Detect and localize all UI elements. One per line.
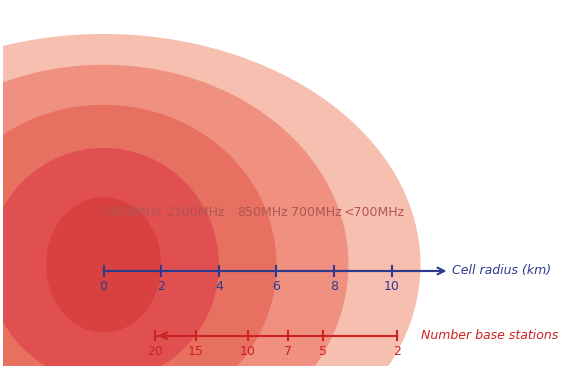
- Text: 2: 2: [394, 345, 401, 358]
- Text: 2100MHz: 2100MHz: [166, 206, 225, 219]
- Text: 10: 10: [240, 345, 255, 358]
- Text: 10: 10: [384, 280, 400, 293]
- Text: 15: 15: [188, 345, 204, 358]
- Text: 20: 20: [148, 345, 164, 358]
- Ellipse shape: [46, 197, 161, 333]
- Text: 4: 4: [215, 280, 223, 293]
- Ellipse shape: [0, 65, 348, 385]
- Ellipse shape: [0, 105, 277, 385]
- Text: 8: 8: [330, 280, 338, 293]
- Text: Cell radius (km): Cell radius (km): [452, 264, 552, 278]
- Text: 6: 6: [273, 280, 281, 293]
- Text: Number base stations: Number base stations: [421, 329, 558, 342]
- Text: <700MHz: <700MHz: [344, 206, 405, 219]
- Text: 7: 7: [284, 345, 292, 358]
- Text: 5: 5: [319, 345, 327, 358]
- Ellipse shape: [0, 34, 421, 385]
- Text: 850MHz: 850MHz: [236, 206, 288, 219]
- Text: 2: 2: [157, 280, 165, 293]
- Text: 5800MHz: 5800MHz: [103, 206, 162, 219]
- Ellipse shape: [0, 148, 219, 382]
- Text: 700MHz: 700MHz: [292, 206, 342, 219]
- Text: 0: 0: [100, 280, 107, 293]
